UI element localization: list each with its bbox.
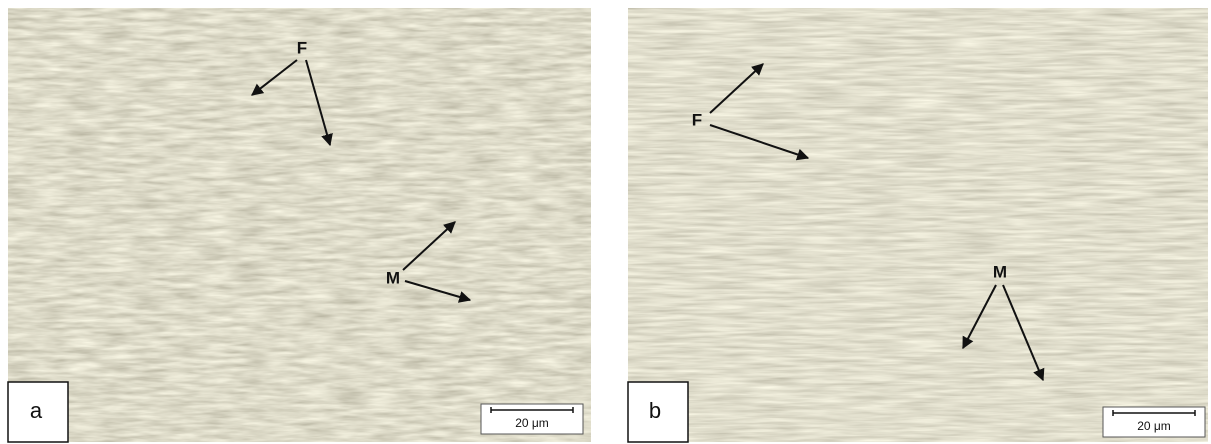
- micrograph: [8, 8, 591, 442]
- annotation: M: [386, 268, 400, 287]
- annotation: M: [993, 262, 1007, 281]
- panel-label: b: [649, 398, 661, 423]
- annotation: F: [692, 110, 702, 129]
- annotation: F: [297, 38, 307, 57]
- panel-a: F M a 20 μm: [8, 8, 591, 442]
- scale-bar-label: 20 μm: [1137, 419, 1171, 433]
- panel-b: F M b 20 μm: [628, 8, 1208, 442]
- figure: F M a 20 μm F M b 20 μm: [0, 0, 1211, 444]
- micrograph: [628, 8, 1208, 442]
- scale-bar-label: 20 μm: [515, 416, 549, 430]
- panel-label: a: [30, 398, 43, 423]
